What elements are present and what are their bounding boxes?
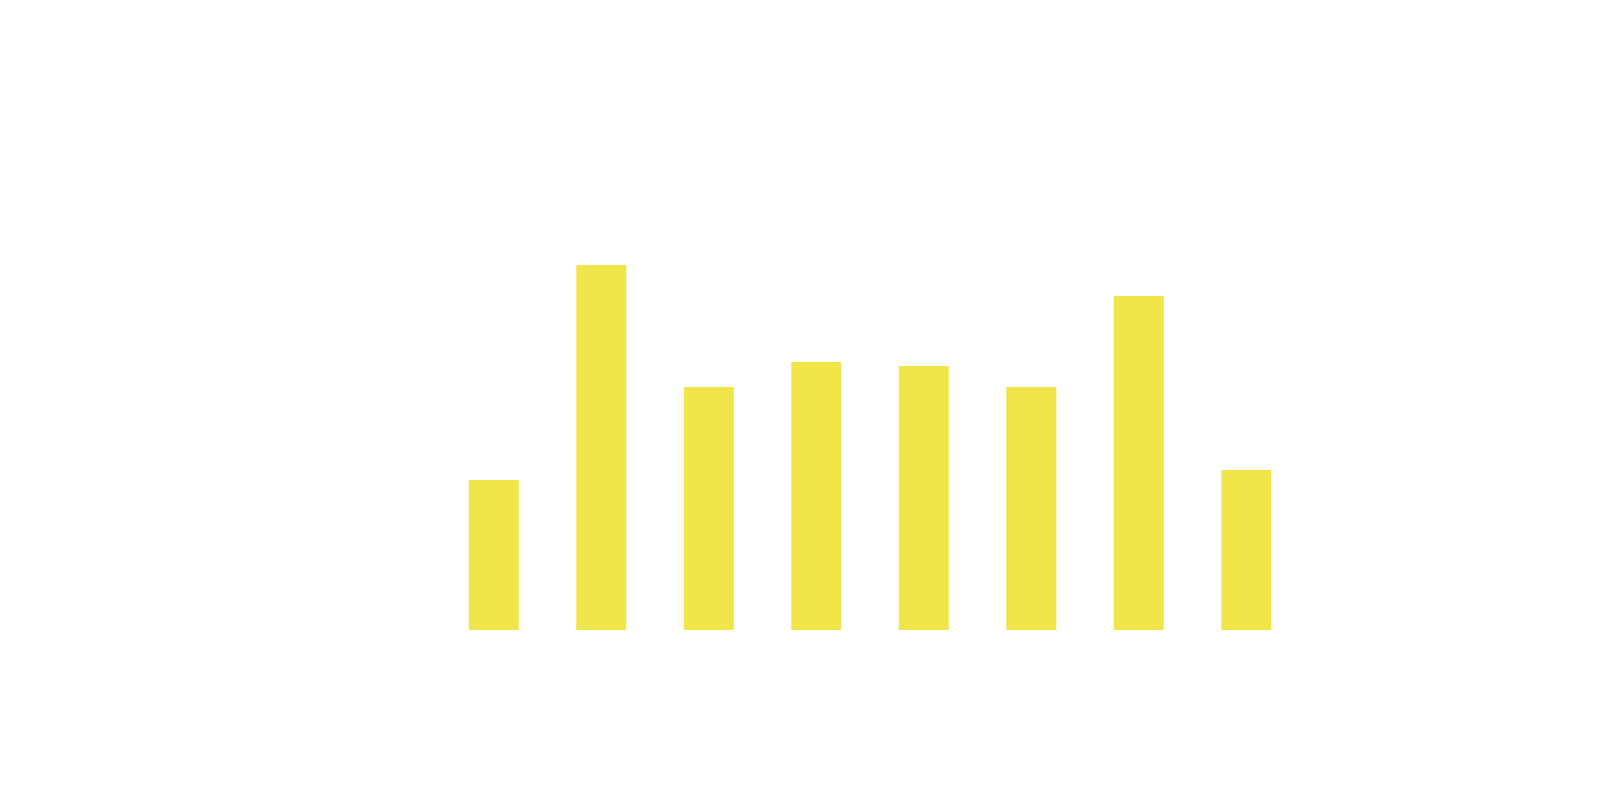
bar-group (468, 265, 1272, 630)
bar-4 (791, 362, 842, 630)
bar-3 (683, 387, 734, 630)
bar-8 (1221, 470, 1272, 630)
bar-7 (1113, 296, 1164, 630)
bar-6 (1006, 387, 1057, 630)
bar-5 (898, 366, 949, 630)
bar-2 (576, 265, 627, 630)
bar-1 (468, 480, 519, 630)
